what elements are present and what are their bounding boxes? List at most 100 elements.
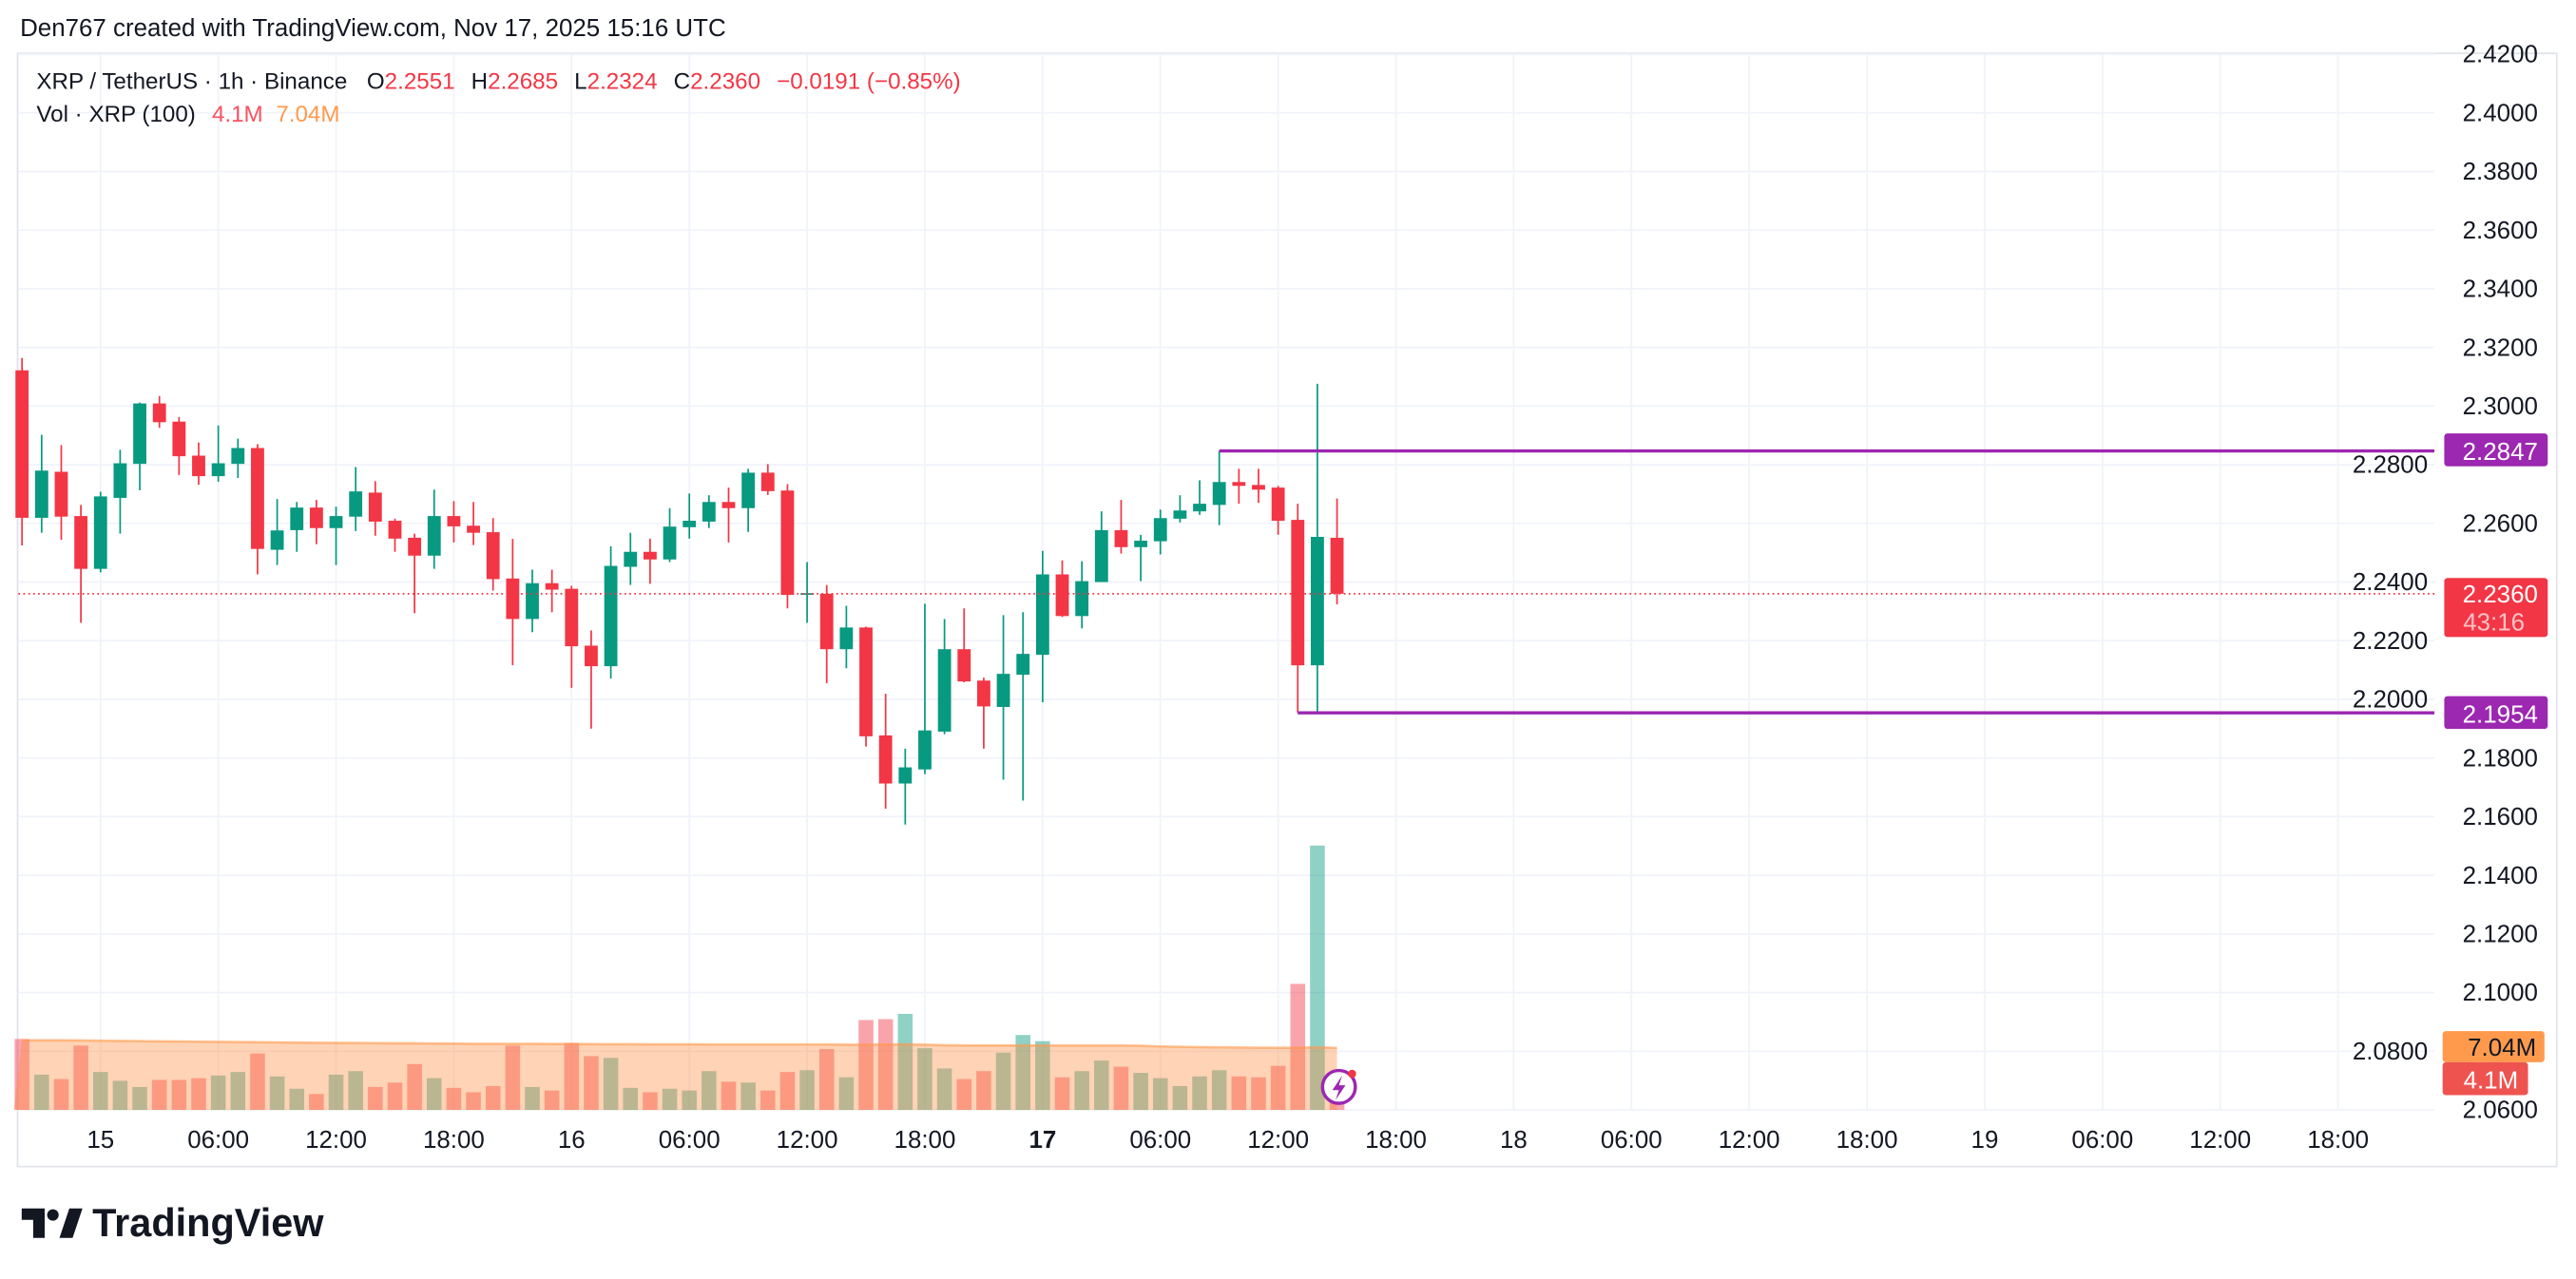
candle-body[interactable] [368, 492, 382, 522]
candle-body[interactable] [1271, 487, 1285, 522]
candle-body[interactable] [526, 582, 539, 620]
candle-body[interactable] [54, 471, 68, 517]
volume-bar [328, 1074, 344, 1111]
candle-body[interactable] [231, 448, 245, 465]
candle-body[interactable] [1153, 518, 1167, 542]
candle-body[interactable] [1173, 510, 1187, 519]
volume-bar [956, 1079, 972, 1111]
candle-body[interactable] [290, 507, 304, 530]
volume-bar [446, 1087, 462, 1111]
candle-body[interactable] [819, 593, 834, 650]
candle-body[interactable] [1134, 541, 1148, 547]
candle-body[interactable] [682, 521, 697, 527]
volume-pane [13, 845, 1345, 1111]
candle-body[interactable] [1193, 504, 1206, 512]
candle-body[interactable] [349, 491, 363, 517]
legend-change: −0.0191 (−0.85%) [777, 68, 961, 94]
candle-body[interactable] [467, 525, 480, 533]
time-tick-label: 06:00 [187, 1127, 249, 1154]
volume-bar [426, 1078, 442, 1111]
candle-body[interactable] [133, 403, 146, 465]
candle-body[interactable] [93, 496, 107, 569]
candle-body[interactable] [172, 421, 186, 457]
price-tick-label: 2.0800 [2353, 1039, 2428, 1065]
legend-open: 2.2551 [385, 68, 455, 94]
candle-body[interactable] [506, 578, 520, 620]
candle-body[interactable] [192, 455, 205, 477]
volume-bar [269, 1076, 285, 1111]
candle-body[interactable] [663, 526, 677, 560]
volume-bar [309, 1094, 324, 1111]
candle-body[interactable] [1075, 581, 1089, 617]
volume-bar [289, 1088, 305, 1111]
price-levels[interactable] [18, 449, 2435, 715]
candle-body[interactable] [447, 516, 461, 526]
candle-body[interactable] [741, 472, 756, 508]
candle-body[interactable] [898, 767, 913, 784]
candle-body[interactable] [486, 532, 500, 580]
candle-body[interactable] [1311, 536, 1324, 666]
time-axis[interactable]: 15 06:00 12:00 18:00 16 06:00 12:00 18:00 17 06:0… [87, 1127, 2369, 1154]
candle-body[interactable] [721, 502, 736, 508]
candle-body[interactable] [996, 674, 1010, 707]
level-low-label: 2.1954 [2444, 696, 2548, 730]
candle-body[interactable] [977, 680, 990, 707]
price-tick-label: 2.3200 [2463, 334, 2538, 361]
candle-body[interactable] [624, 551, 638, 567]
volume-ma-label: 7.04M [2442, 1031, 2545, 1062]
volume-bar [73, 1045, 88, 1111]
candle-body[interactable] [427, 516, 441, 556]
candle-body[interactable] [604, 565, 618, 667]
candle-body[interactable] [1114, 529, 1128, 547]
candles[interactable] [15, 357, 1344, 825]
candle-body[interactable] [1016, 654, 1030, 676]
candle-body[interactable] [1330, 537, 1344, 594]
volume-bar [230, 1072, 246, 1111]
tradingview-logo[interactable]: TradingView [21, 1200, 324, 1245]
candle-body[interactable] [839, 627, 854, 650]
candle-body[interactable] [780, 490, 795, 596]
candle-body[interactable] [34, 470, 48, 518]
candle-body[interactable] [408, 537, 422, 556]
candle-body[interactable] [937, 649, 952, 732]
candle-body[interactable] [113, 463, 127, 498]
candle-body[interactable] [251, 448, 264, 549]
volume-value: 4.1M [2464, 1068, 2519, 1095]
candle-body[interactable] [702, 502, 716, 522]
candle-body[interactable] [643, 551, 657, 560]
candle-body[interactable] [1232, 482, 1246, 487]
candle-body[interactable] [1291, 520, 1305, 666]
legend-low: 2.2324 [587, 68, 658, 94]
candle-body[interactable] [1212, 482, 1226, 506]
candle-body[interactable] [585, 645, 598, 667]
candle-body[interactable] [878, 735, 893, 784]
time-tick-label: 18:00 [894, 1127, 956, 1154]
candle-body[interactable] [565, 588, 579, 647]
candle-body[interactable] [1252, 485, 1265, 490]
lightning-icon[interactable] [1320, 1068, 1357, 1105]
candle-body[interactable] [211, 463, 225, 477]
candle-body[interactable] [15, 370, 29, 518]
candle-body[interactable] [1055, 574, 1069, 617]
volume-bar [603, 1058, 619, 1111]
candle-body[interactable] [74, 516, 88, 569]
candle-body[interactable] [918, 730, 932, 770]
candle-body[interactable] [1094, 529, 1108, 582]
price-tick-label: 2.2800 [2353, 452, 2428, 479]
candle-body[interactable] [545, 582, 559, 590]
legend-high-label: H [471, 68, 488, 94]
candle-body[interactable] [329, 516, 343, 528]
candle-body[interactable] [1035, 574, 1049, 656]
volume-bar [34, 1074, 49, 1111]
candle-body[interactable] [270, 530, 284, 550]
candle-body[interactable] [388, 521, 402, 539]
candle-body[interactable] [760, 472, 775, 491]
candle-body[interactable] [957, 649, 971, 682]
time-tick-label: 12:00 [305, 1127, 367, 1154]
candle-body[interactable] [859, 627, 873, 736]
candle-body[interactable] [309, 507, 323, 528]
time-tick-label: 17 [1028, 1127, 1056, 1154]
candle-body[interactable] [152, 403, 166, 423]
price-axis[interactable]: 2.4200 2.4000 2.3800 2.3600 2.3400 2.3200 2.30… [2353, 42, 2538, 1124]
